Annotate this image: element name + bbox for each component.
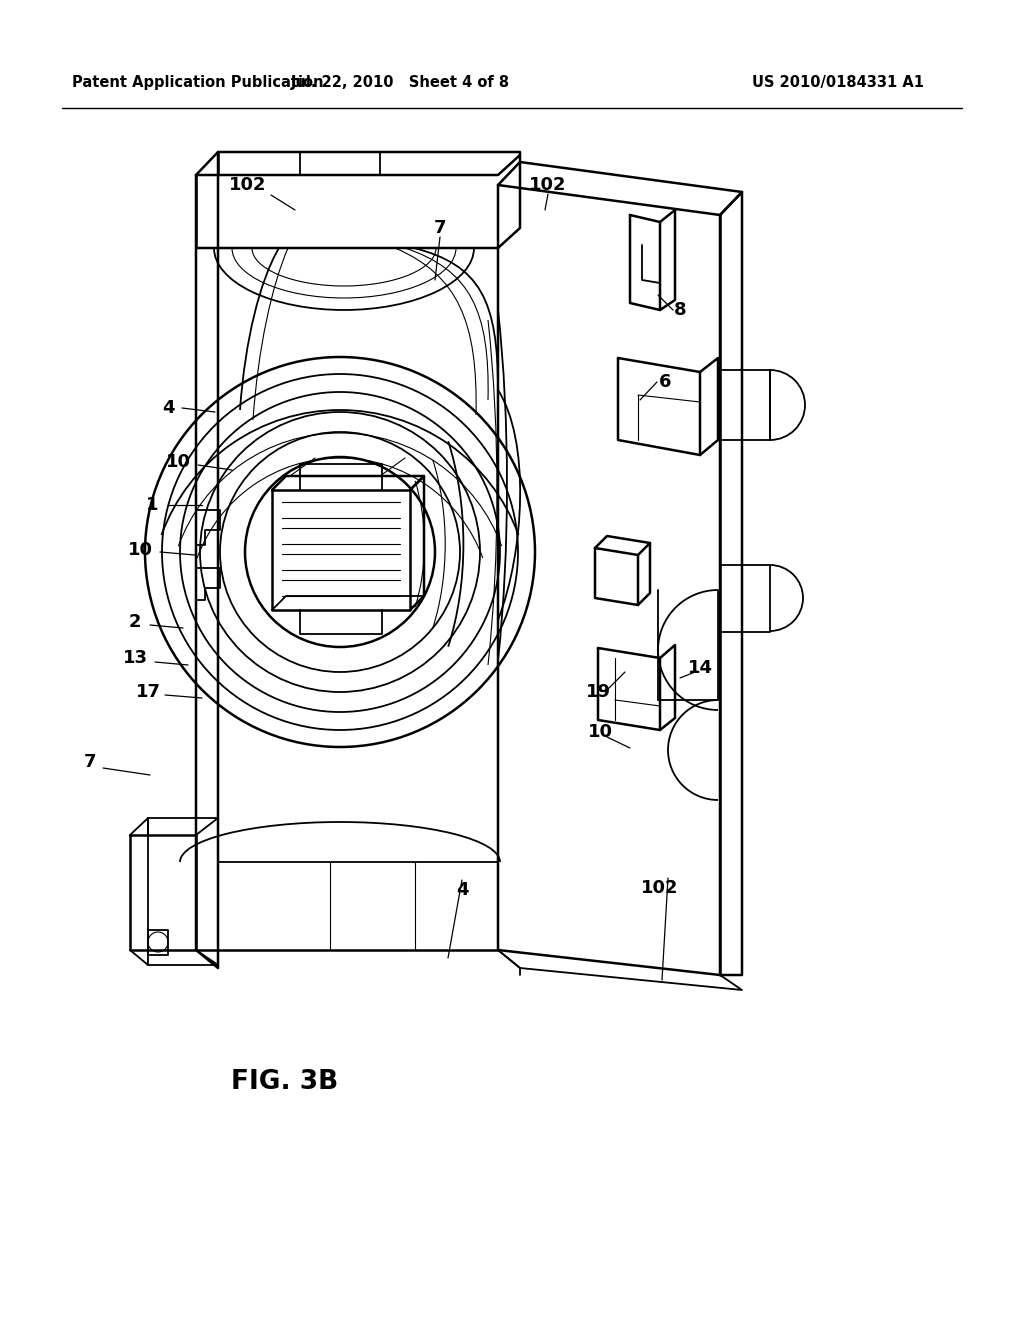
Text: 4: 4 [456, 880, 468, 899]
Text: 10: 10 [588, 723, 612, 741]
Text: 7: 7 [434, 219, 446, 238]
Text: US 2010/0184331 A1: US 2010/0184331 A1 [752, 74, 924, 90]
Text: 4: 4 [162, 399, 174, 417]
Text: 102: 102 [529, 176, 566, 194]
Text: FIG. 3B: FIG. 3B [231, 1069, 339, 1096]
Text: 13: 13 [123, 649, 147, 667]
Text: 2: 2 [129, 612, 141, 631]
Text: 10: 10 [128, 541, 153, 558]
Text: 19: 19 [586, 682, 610, 701]
Text: Patent Application Publication: Patent Application Publication [72, 74, 324, 90]
Text: 8: 8 [674, 301, 686, 319]
Text: 102: 102 [641, 879, 679, 898]
Text: 1: 1 [145, 496, 159, 513]
Text: 7: 7 [84, 752, 96, 771]
Text: 14: 14 [687, 659, 713, 677]
Text: 17: 17 [135, 682, 161, 701]
Text: 6: 6 [658, 374, 672, 391]
Text: 10: 10 [166, 453, 190, 471]
Text: 102: 102 [229, 176, 266, 194]
Text: Jul. 22, 2010   Sheet 4 of 8: Jul. 22, 2010 Sheet 4 of 8 [291, 74, 510, 90]
